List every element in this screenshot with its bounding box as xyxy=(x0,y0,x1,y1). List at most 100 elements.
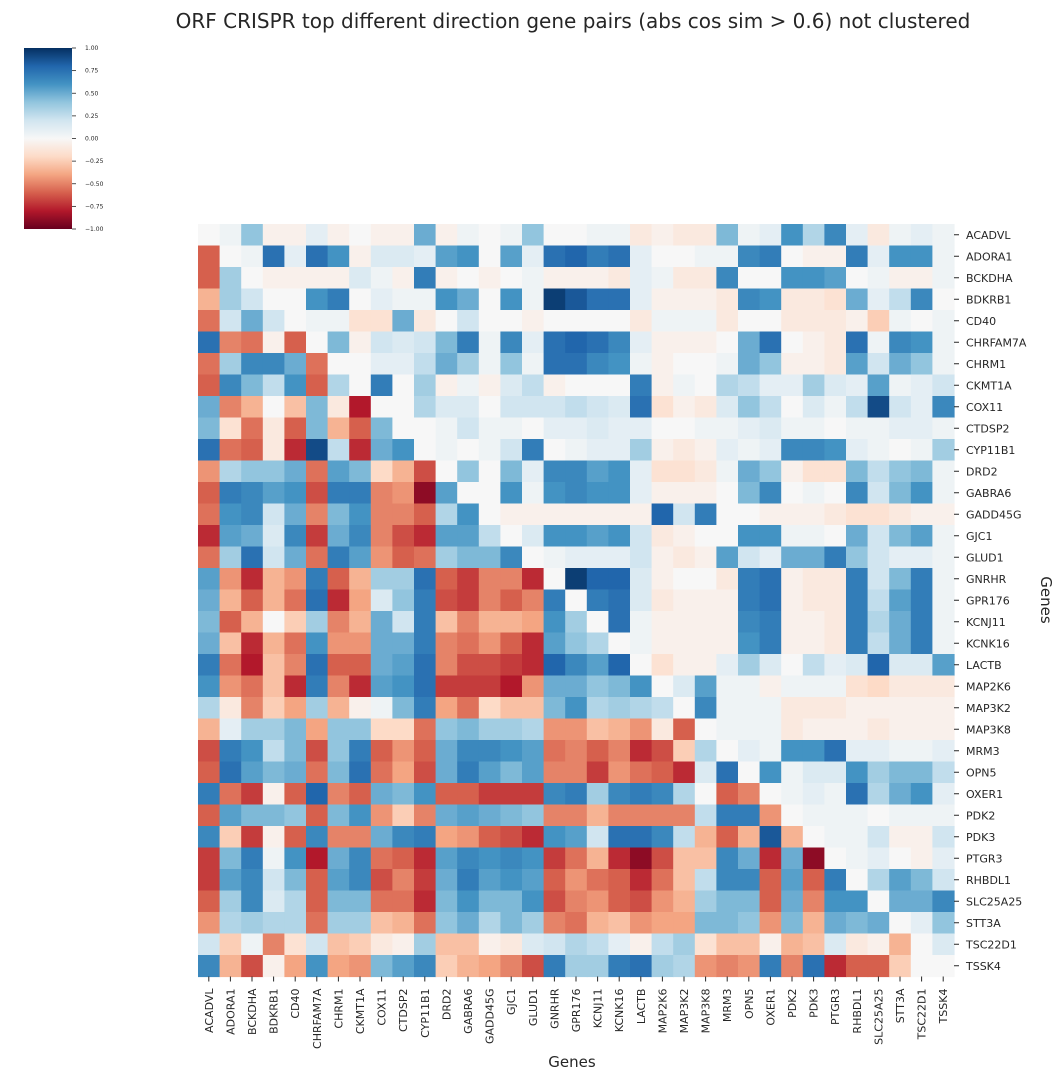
heatmap-cell-GNRHR-ADORA1 xyxy=(219,568,242,591)
heatmap-cell-BDKRB1-GPR176 xyxy=(565,288,588,311)
heatmap-cell-CTDSP2-GNRHR xyxy=(543,417,566,440)
heatmap-cell-CKMT1A-ADORA1 xyxy=(219,374,242,397)
heatmap-cell-GNRHR-GNRHR xyxy=(543,568,566,591)
heatmap-cell-CHRM1-MAP2K6 xyxy=(651,353,674,376)
heatmap-cell-TSSK4-TSSK4 xyxy=(932,955,955,978)
heatmap-cell-CKMT1A-STT3A xyxy=(889,374,912,397)
heatmap-cell-CTDSP2-BDKRB1 xyxy=(262,417,285,440)
heatmap-cell-ACADVL-CHRFAM7A xyxy=(306,224,329,247)
heatmap-cell-PDK3-BDKRB1 xyxy=(262,826,285,849)
heatmap-cell-GPR176-GADD45G xyxy=(478,589,501,612)
heatmap-cell-GABRA6-TSC22D1 xyxy=(910,482,933,505)
heatmap-cell-KCNJ11-CHRM1 xyxy=(327,611,350,634)
heatmap-cell-PTGR3-CD40 xyxy=(284,847,307,870)
heatmap-cell-KCNK16-STT3A xyxy=(889,632,912,655)
y-axis-label: Genes xyxy=(1037,576,1053,624)
heatmap-cell-GLUD1-CKMT1A xyxy=(349,546,372,569)
heatmap-cell-PTGR3-ADORA1 xyxy=(219,847,242,870)
heatmap-cell-RHBDL1-MAP3K8 xyxy=(694,869,717,892)
heatmap-cell-MAP3K8-OPN5 xyxy=(738,718,761,741)
heatmap-cell-STT3A-MAP3K2 xyxy=(673,912,696,935)
heatmap-cell-LACTB-MRM3 xyxy=(716,654,739,677)
heatmap-cell-CHRFAM7A-OPN5 xyxy=(738,331,761,354)
heatmap-cell-RHBDL1-MAP3K2 xyxy=(673,869,696,892)
heatmap-cell-MAP2K6-CTDSP2 xyxy=(392,675,415,698)
heatmap-cell-CKMT1A-MAP3K8 xyxy=(694,374,717,397)
heatmap-cell-ADORA1-MRM3 xyxy=(716,245,739,268)
heatmap-cell-KCNK16-MAP2K6 xyxy=(651,632,674,655)
heatmap-cell-BDKRB1-GLUD1 xyxy=(522,288,545,311)
heatmap-cell-OXER1-MAP3K8 xyxy=(694,783,717,806)
heatmap-cell-PDK3-SLC25A25 xyxy=(867,826,890,849)
heatmap-cell-CKMT1A-CD40 xyxy=(284,374,307,397)
heatmap-cell-TSSK4-GJC1 xyxy=(500,955,523,978)
heatmap-cell-RHBDL1-KCNJ11 xyxy=(586,869,609,892)
heatmap-cell-PDK3-STT3A xyxy=(889,826,912,849)
heatmap-cell-KCNJ11-GLUD1 xyxy=(522,611,545,634)
heatmap-cell-MAP3K2-GPR176 xyxy=(565,697,588,720)
y-tick-labels: ACADVL ADORA1 BCKDHA BDKRB1 CD40 CHRFAM7A CHRM… xyxy=(954,229,1027,973)
heatmap-cell-ACADVL-COX11 xyxy=(370,224,393,247)
heatmap-cell-SLC25A25-GLUD1 xyxy=(522,890,545,913)
heatmap-cell-GLUD1-DRD2 xyxy=(435,546,458,569)
heatmap-cell-ACADVL-CD40 xyxy=(284,224,307,247)
heatmap-cell-CYP11B1-KCNJ11 xyxy=(586,439,609,462)
heatmap-cell-SLC25A25-ADORA1 xyxy=(219,890,242,913)
heatmap-cell-BCKDHA-ACADVL xyxy=(198,267,221,290)
heatmap-cell-GLUD1-CYP11B1 xyxy=(414,546,437,569)
heatmap-cell-PTGR3-GABRA6 xyxy=(457,847,480,870)
heatmap-cell-TSC22D1-KCNJ11 xyxy=(586,933,609,956)
heatmap-cell-OPN5-GLUD1 xyxy=(522,761,545,784)
heatmap-cell-LACTB-CKMT1A xyxy=(349,654,372,677)
heatmap-cell-LACTB-ACADVL xyxy=(198,654,221,677)
heatmap-cell-DRD2-CD40 xyxy=(284,460,307,483)
heatmap-cell-GABRA6-CD40 xyxy=(284,482,307,505)
heatmap-cell-CHRM1-CTDSP2 xyxy=(392,353,415,376)
heatmap-cell-PTGR3-KCNJ11 xyxy=(586,847,609,870)
heatmap-cell-GADD45G-GABRA6 xyxy=(457,503,480,526)
heatmap-cell-CTDSP2-BCKDHA xyxy=(241,417,264,440)
heatmap-cell-GADD45G-TSC22D1 xyxy=(910,503,933,526)
heatmap-cell-COX11-COX11 xyxy=(370,396,393,419)
heatmap-cell-CHRFAM7A-GADD45G xyxy=(478,331,501,354)
heatmap-cell-CD40-KCNJ11 xyxy=(586,310,609,333)
heatmap-cell-OXER1-PTGR3 xyxy=(824,783,847,806)
heatmap-cell-MRM3-PTGR3 xyxy=(824,740,847,763)
heatmap-cell-KCNJ11-SLC25A25 xyxy=(867,611,890,634)
heatmap-cell-SLC25A25-GJC1 xyxy=(500,890,523,913)
heatmap-cell-CTDSP2-PDK2 xyxy=(781,417,804,440)
heatmap-cell-CYP11B1-MAP3K8 xyxy=(694,439,717,462)
heatmap-cell-OPN5-KCNK16 xyxy=(608,761,631,784)
heatmap-cell-MRM3-STT3A xyxy=(889,740,912,763)
heatmap-cell-GNRHR-LACTB xyxy=(630,568,653,591)
heatmap-cell-OXER1-CYP11B1 xyxy=(414,783,437,806)
heatmap-cell-ADORA1-LACTB xyxy=(630,245,653,268)
heatmap-cell-GPR176-ADORA1 xyxy=(219,589,242,612)
heatmap-cell-OXER1-TSC22D1 xyxy=(910,783,933,806)
heatmap-cell-KCNJ11-KCNJ11 xyxy=(586,611,609,634)
heatmap-cell-LACTB-CTDSP2 xyxy=(392,654,415,677)
heatmap-cell-TSSK4-CD40 xyxy=(284,955,307,978)
heatmap-cell-TSSK4-TSC22D1 xyxy=(910,955,933,978)
heatmap-cell-TSC22D1-GNRHR xyxy=(543,933,566,956)
heatmap-cell-MAP3K2-ADORA1 xyxy=(219,697,242,720)
heatmap-cell-BCKDHA-CHRM1 xyxy=(327,267,350,290)
heatmap-cell-STT3A-PDK2 xyxy=(781,912,804,935)
heatmap-cell-GJC1-MAP2K6 xyxy=(651,525,674,548)
heatmap-cell-GLUD1-KCNK16 xyxy=(608,546,631,569)
heatmap-cell-KCNK16-ADORA1 xyxy=(219,632,242,655)
heatmap-cell-CTDSP2-PDK3 xyxy=(802,417,825,440)
heatmap-cell-GABRA6-CHRM1 xyxy=(327,482,350,505)
heatmap-cell-GNRHR-GPR176 xyxy=(565,568,588,591)
heatmap-cell-MAP2K6-LACTB xyxy=(630,675,653,698)
heatmap-cell-ADORA1-KCNJ11 xyxy=(586,245,609,268)
heatmap-cell-KCNK16-DRD2 xyxy=(435,632,458,655)
heatmap-cell-OXER1-SLC25A25 xyxy=(867,783,890,806)
heatmap-cell-MRM3-GPR176 xyxy=(565,740,588,763)
heatmap-cell-TSSK4-BDKRB1 xyxy=(262,955,285,978)
heatmap-cell-GNRHR-RHBDL1 xyxy=(846,568,869,591)
heatmap-cell-CYP11B1-MRM3 xyxy=(716,439,739,462)
heatmap-cell-BCKDHA-CTDSP2 xyxy=(392,267,415,290)
heatmap-cell-CKMT1A-SLC25A25 xyxy=(867,374,890,397)
heatmap-cell-ACADVL-STT3A xyxy=(889,224,912,247)
